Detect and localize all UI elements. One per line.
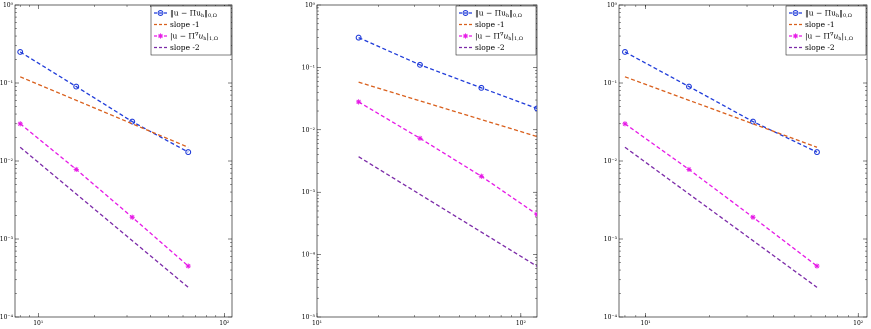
chart-1-y-tick-label: 10⁻¹ bbox=[0, 80, 13, 87]
chart-1-legend-entry-slope-2-label: slope -2 bbox=[170, 43, 200, 52]
chart-3-series-u-u-h-0-point bbox=[814, 149, 820, 156]
chart-3-legend-entry-u-u-h-1-marker-core bbox=[794, 34, 797, 38]
chart-1-series-u-u-h-0-point bbox=[73, 83, 80, 90]
chart-1-series-u-u-h-0-point bbox=[185, 149, 192, 156]
chart-1-legend-entry-u-u-h-1-marker-core bbox=[159, 34, 162, 38]
chart-3-series-slope-2-line bbox=[624, 146, 818, 288]
chart-1-legend-entry-u-u-h-0-label: ‖u − Πuh‖0,Ω bbox=[170, 9, 217, 20]
chart-3-legend-entry-slope-1-label: slope -1 bbox=[805, 20, 835, 29]
chart-1-series-slope-2-line bbox=[19, 146, 189, 288]
chart-2-series-u-u-h-0-point bbox=[534, 105, 537, 112]
chart-2-series-slope-2-line bbox=[358, 156, 537, 267]
chart-2-series-u-u-h-0-line bbox=[358, 37, 537, 110]
chart-2-legend-entry-u-u-h-0-label: ‖u − Πuh‖0,Ω bbox=[475, 9, 522, 20]
chart-3-series-u-u-h-0-point bbox=[622, 49, 628, 55]
chart-2-legend-entry-u-u-h-1-marker-core bbox=[464, 34, 467, 38]
chart-3-y-tick-label: 10⁻⁴ bbox=[604, 314, 618, 321]
chart-3-legend-entry-slope-2-label: slope -2 bbox=[805, 43, 835, 52]
chart-2-series-group bbox=[355, 34, 537, 267]
chart-1-legend-box bbox=[150, 5, 232, 56]
chart-1-series-u-u-h-1-point-core bbox=[19, 122, 22, 125]
chart-3-y-tick-label: 10⁻³ bbox=[604, 236, 618, 243]
chart-2-series-u-u-h-0-point bbox=[417, 61, 423, 68]
chart-2-y-tick-label: 10⁻³ bbox=[302, 189, 316, 196]
chart-2-legend-entry-u-u-h-1-label: |u − Π∇uh|1,Ω bbox=[475, 32, 523, 43]
chart-3-legend-entry-u-u-h-0-label: ‖u − Πuh‖0,Ω bbox=[805, 9, 852, 20]
chart-1-series-u-u-h-1-point-core bbox=[75, 168, 78, 171]
chart-1-series-u-u-h-1-line bbox=[19, 123, 189, 267]
chart-3-y-tick-label: 10⁰ bbox=[607, 2, 618, 9]
chart-1-legend-entry-u-u-h-0-marker bbox=[157, 10, 164, 16]
chart-1-y-tick-label: 10⁰ bbox=[3, 2, 14, 9]
chart-1-series-u-u-h-0-point bbox=[129, 118, 136, 125]
chart-3-series-u-u-h-1-point-core bbox=[815, 264, 819, 268]
chart-1-series-u-u-h-1-point-core bbox=[131, 216, 134, 219]
chart-1-x-tick-label: 10¹ bbox=[33, 320, 43, 327]
chart-2-series-u-u-h-1-line bbox=[358, 101, 537, 215]
chart-3-y-tick-label: 10⁻¹ bbox=[604, 80, 617, 87]
chart-1-series-slope-1-line bbox=[19, 76, 189, 148]
chart-3-series-u-u-h-0-line bbox=[624, 51, 818, 153]
chart-2-series-slope-1-line bbox=[358, 81, 537, 138]
chart-3-series-u-u-h-1-point-core bbox=[687, 168, 691, 171]
chart-3-plot-frame bbox=[618, 4, 868, 318]
chart-3-series-slope-1-line bbox=[624, 76, 818, 148]
chart-1-legend-entry-slope-1-label: slope -1 bbox=[170, 20, 200, 29]
chart-2-x-tick-label: 10¹ bbox=[312, 320, 322, 327]
chart-2-legend-entry-slope-2-label: slope -2 bbox=[475, 43, 505, 52]
chart-2-y-tick-label: 10⁻¹ bbox=[302, 64, 315, 71]
chart-1-series-u-u-h-1-point-core bbox=[187, 264, 190, 268]
chart-2-series-u-u-h-1-point-core bbox=[357, 100, 360, 104]
chart-3-legend-entry-u-u-h-0-marker bbox=[792, 10, 799, 16]
chart-1-y-tick-label: 10⁻⁴ bbox=[0, 314, 14, 321]
chart-2-legend-box bbox=[455, 5, 537, 56]
chart-1-y-tick-label: 10⁻² bbox=[0, 158, 14, 165]
chart-3-series-u-u-h-0-point bbox=[750, 118, 756, 125]
chart-1-plot-frame bbox=[14, 4, 233, 318]
chart-2-y-tick-label: 10⁰ bbox=[305, 2, 316, 9]
chart-3-series-u-u-h-0-point bbox=[686, 83, 692, 90]
chart-2-series-u-u-h-1-point-core bbox=[480, 175, 483, 178]
chart-2-x-tick-label: 10² bbox=[516, 320, 527, 327]
chart-2-y-tick-label: 10⁻⁴ bbox=[302, 252, 316, 259]
chart-2-plot-frame bbox=[316, 4, 538, 318]
chart-3-legend-box bbox=[785, 5, 867, 56]
chart-2-series-u-u-h-0-point bbox=[478, 84, 485, 91]
chart-2-y-tick-label: 10⁻⁵ bbox=[302, 314, 316, 321]
chart-3-series-u-u-h-1-point-core bbox=[623, 122, 627, 125]
chart-1-series-u-u-h-0-line bbox=[19, 51, 189, 153]
chart-1-series-u-u-h-0-point bbox=[17, 49, 24, 55]
chart-1-y-tick-label: 10⁻³ bbox=[0, 236, 14, 243]
chart-1-legend-entry-u-u-h-1-label: |u − Π∇uh|1,Ω bbox=[170, 32, 218, 43]
chart-2-series-u-u-h-1-point-core bbox=[418, 137, 422, 140]
chart-3-x-tick-label: 10¹ bbox=[641, 320, 651, 327]
chart-2-series-u-u-h-0-point bbox=[355, 34, 362, 41]
chart-1-series-group bbox=[17, 49, 192, 288]
chart-2-y-tick-label: 10⁻² bbox=[302, 127, 316, 134]
chart-3-legend-entry-u-u-h-1-label: |u − Π∇uh|1,Ω bbox=[805, 32, 853, 43]
chart-2-legend-entry-slope-1-label: slope -1 bbox=[475, 20, 505, 29]
chart-1-x-tick-label: 10² bbox=[219, 320, 230, 327]
chart-3-x-tick-label: 10² bbox=[853, 320, 864, 327]
chart-3-series-group bbox=[622, 49, 820, 288]
chart-3-series-u-u-h-1-point-core bbox=[751, 216, 755, 219]
chart-2-series-u-u-h-1-point-core bbox=[535, 213, 537, 216]
chart-3-series-u-u-h-1-line bbox=[624, 123, 818, 267]
chart-2-legend-entry-u-u-h-0-marker bbox=[462, 10, 469, 16]
chart-3-y-tick-label: 10⁻² bbox=[604, 158, 618, 165]
